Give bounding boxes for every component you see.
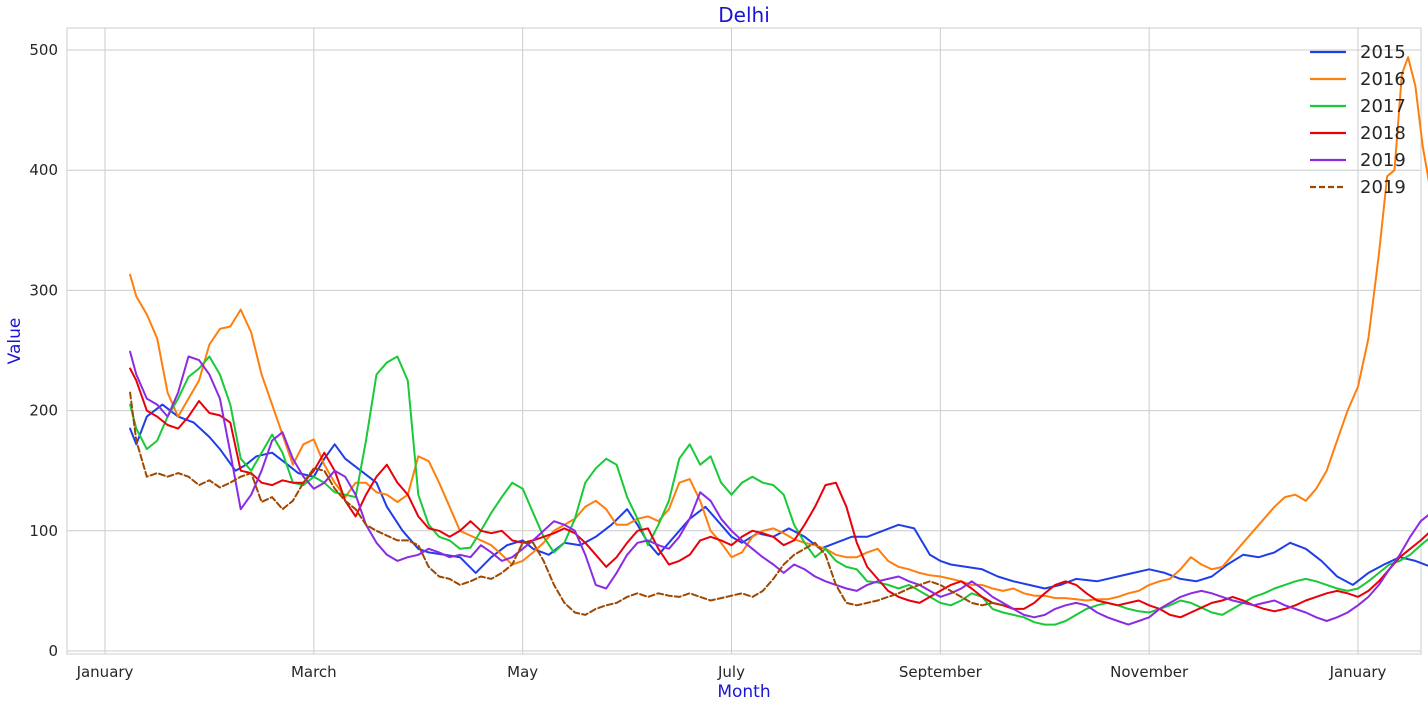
y-tick-label: 500	[29, 41, 58, 59]
y-tick-label: 100	[29, 522, 58, 540]
x-tick-label: November	[1110, 663, 1189, 681]
y-tick-label: 0	[48, 642, 58, 660]
legend-label: 2015	[1360, 42, 1406, 63]
series-line-2016	[129, 56, 1428, 602]
y-axis-title: Value	[5, 318, 25, 365]
x-tick-label: March	[291, 663, 337, 681]
series-line-2019-dashed	[129, 391, 1004, 616]
x-tick-label: January	[1329, 663, 1387, 681]
legend-label: 2019	[1360, 150, 1406, 171]
x-tick-label: July	[717, 663, 745, 681]
x-tick-label: September	[899, 663, 983, 681]
y-axis: 0 100 200 300 400 500	[29, 41, 58, 660]
y-tick-label: 200	[29, 402, 58, 420]
x-axis-title: Month	[717, 682, 770, 702]
x-tick-label: January	[76, 663, 134, 681]
x-tick-label: May	[507, 663, 538, 681]
legend-label: 2018	[1360, 123, 1406, 144]
chart-title: Delhi	[718, 3, 770, 27]
y-tick-label: 300	[29, 281, 58, 299]
legend-label: 2019	[1360, 177, 1406, 198]
x-axis: January March May July September November Janu…	[76, 663, 1387, 681]
series-line-2015	[129, 403, 1428, 590]
legend: 2015 2016 2017 2018 2019 2019	[1310, 42, 1406, 198]
legend-label: 2016	[1360, 69, 1406, 90]
y-tick-label: 400	[29, 161, 58, 179]
series-line-2019	[129, 350, 1428, 626]
series-layer	[129, 56, 1428, 626]
legend-label: 2017	[1360, 96, 1406, 117]
plot-area	[66, 27, 1422, 655]
grid	[67, 28, 1421, 654]
series-line-2017	[129, 355, 1428, 626]
